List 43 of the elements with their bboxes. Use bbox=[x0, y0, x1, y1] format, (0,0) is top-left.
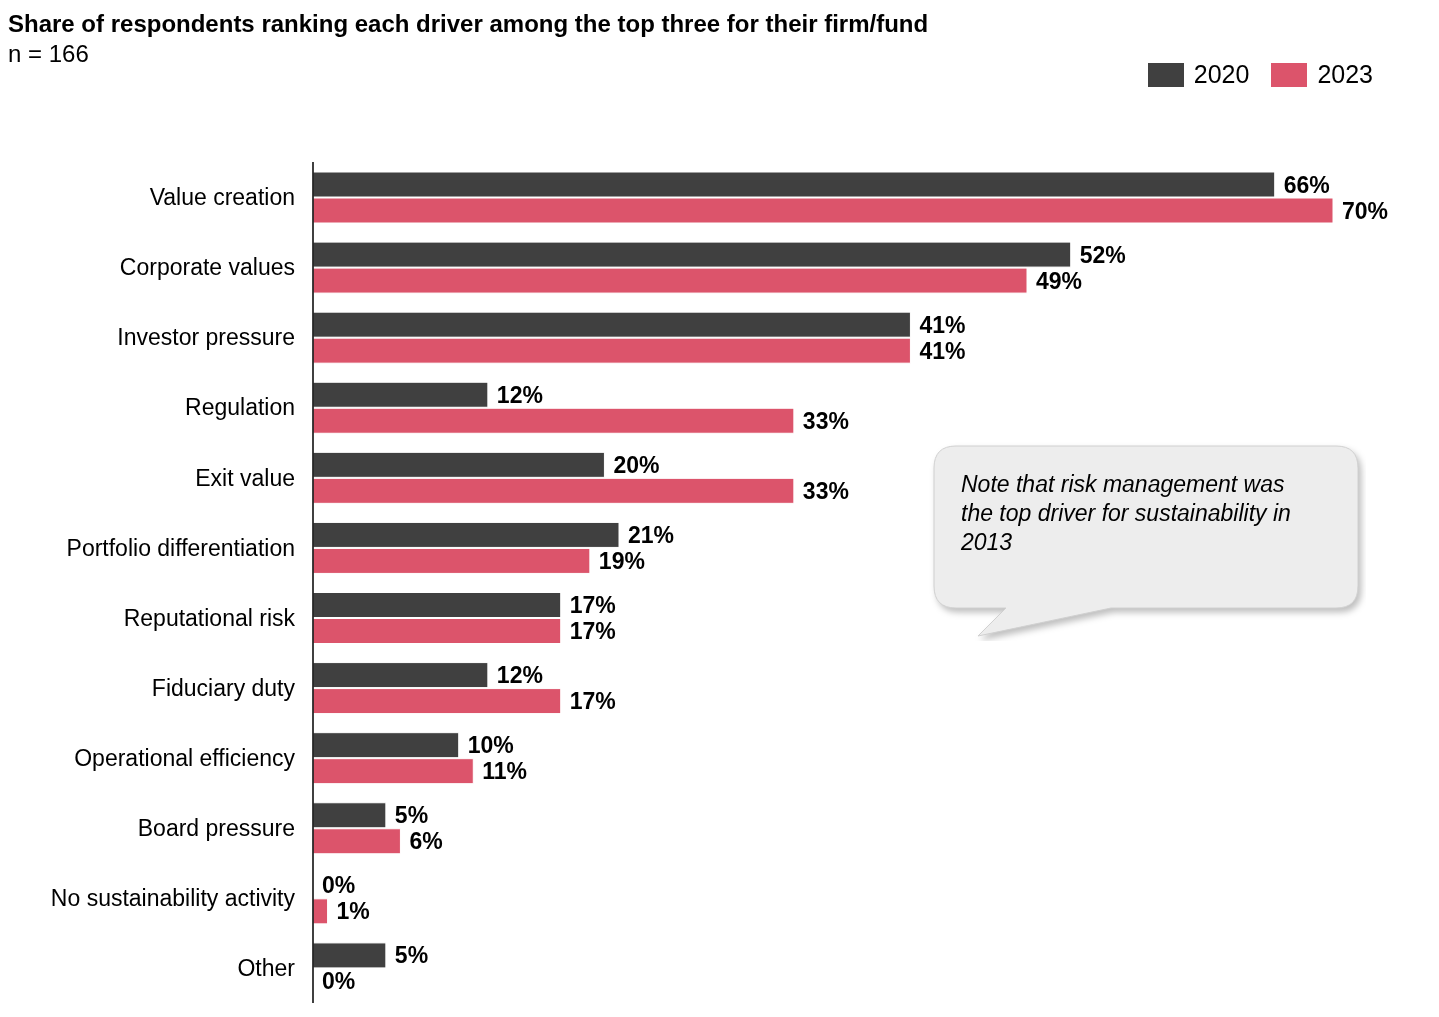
chart-title: Share of respondents ranking each driver among the top three for their firm/fund bbox=[8, 10, 929, 38]
y-tick-label: Reputational risk bbox=[123, 604, 296, 631]
data-label: 5% bbox=[394, 802, 429, 829]
data-label: 12% bbox=[496, 662, 543, 689]
text: n = 166 bbox=[8, 40, 89, 68]
data-label: 0% bbox=[322, 872, 356, 899]
bar bbox=[312, 942, 387, 969]
data-label: 17% bbox=[569, 592, 616, 618]
data-label: 41% bbox=[919, 337, 966, 364]
data-label: 52% bbox=[1079, 241, 1126, 268]
data-label: 1% bbox=[336, 898, 370, 925]
y-tick-label: Other bbox=[237, 955, 296, 982]
y-tick-label: Value creation bbox=[149, 184, 295, 211]
data-label: 21% bbox=[628, 521, 675, 548]
legend-label: 2020 bbox=[1193, 60, 1250, 89]
y-tick-label: Exit value bbox=[195, 464, 295, 491]
data-label: 12% bbox=[496, 381, 543, 408]
y-tick-label: Regulation bbox=[185, 394, 295, 421]
bar bbox=[312, 898, 329, 925]
data-label: 6% bbox=[409, 828, 443, 855]
y-tick-label: Portfolio differentiation bbox=[66, 534, 295, 561]
data-label: 10% bbox=[467, 732, 514, 759]
data-label: 0% bbox=[322, 968, 356, 995]
data-label: 17% bbox=[569, 688, 616, 715]
data-label: 33% bbox=[802, 407, 849, 434]
y-tick-label: Fiduciary duty bbox=[151, 674, 296, 701]
data-label: 41% bbox=[919, 311, 966, 338]
data-label: 11% bbox=[482, 758, 528, 785]
data-label: 70% bbox=[1342, 197, 1389, 224]
data-label: 5% bbox=[394, 942, 429, 969]
data-label: 19% bbox=[598, 547, 645, 574]
data-label: 66% bbox=[1283, 171, 1330, 198]
y-tick-label: Investor pressure bbox=[117, 324, 295, 351]
annotation: Note that risk management was the top driver for sustainability in 2013 bbox=[961, 470, 1292, 557]
y-tick-label: No sustainability activity bbox=[50, 885, 296, 912]
y-tick-label: Board pressure bbox=[137, 814, 295, 841]
legend-label: 2023 bbox=[1317, 60, 1373, 89]
y-tick-label: Operational efficiency bbox=[74, 744, 296, 771]
data-label: 33% bbox=[802, 477, 849, 504]
data-label: 49% bbox=[1036, 267, 1083, 294]
data-label: 17% bbox=[569, 618, 616, 644]
y-tick-label: Corporate values bbox=[119, 254, 295, 281]
data-label: 20% bbox=[613, 451, 660, 478]
